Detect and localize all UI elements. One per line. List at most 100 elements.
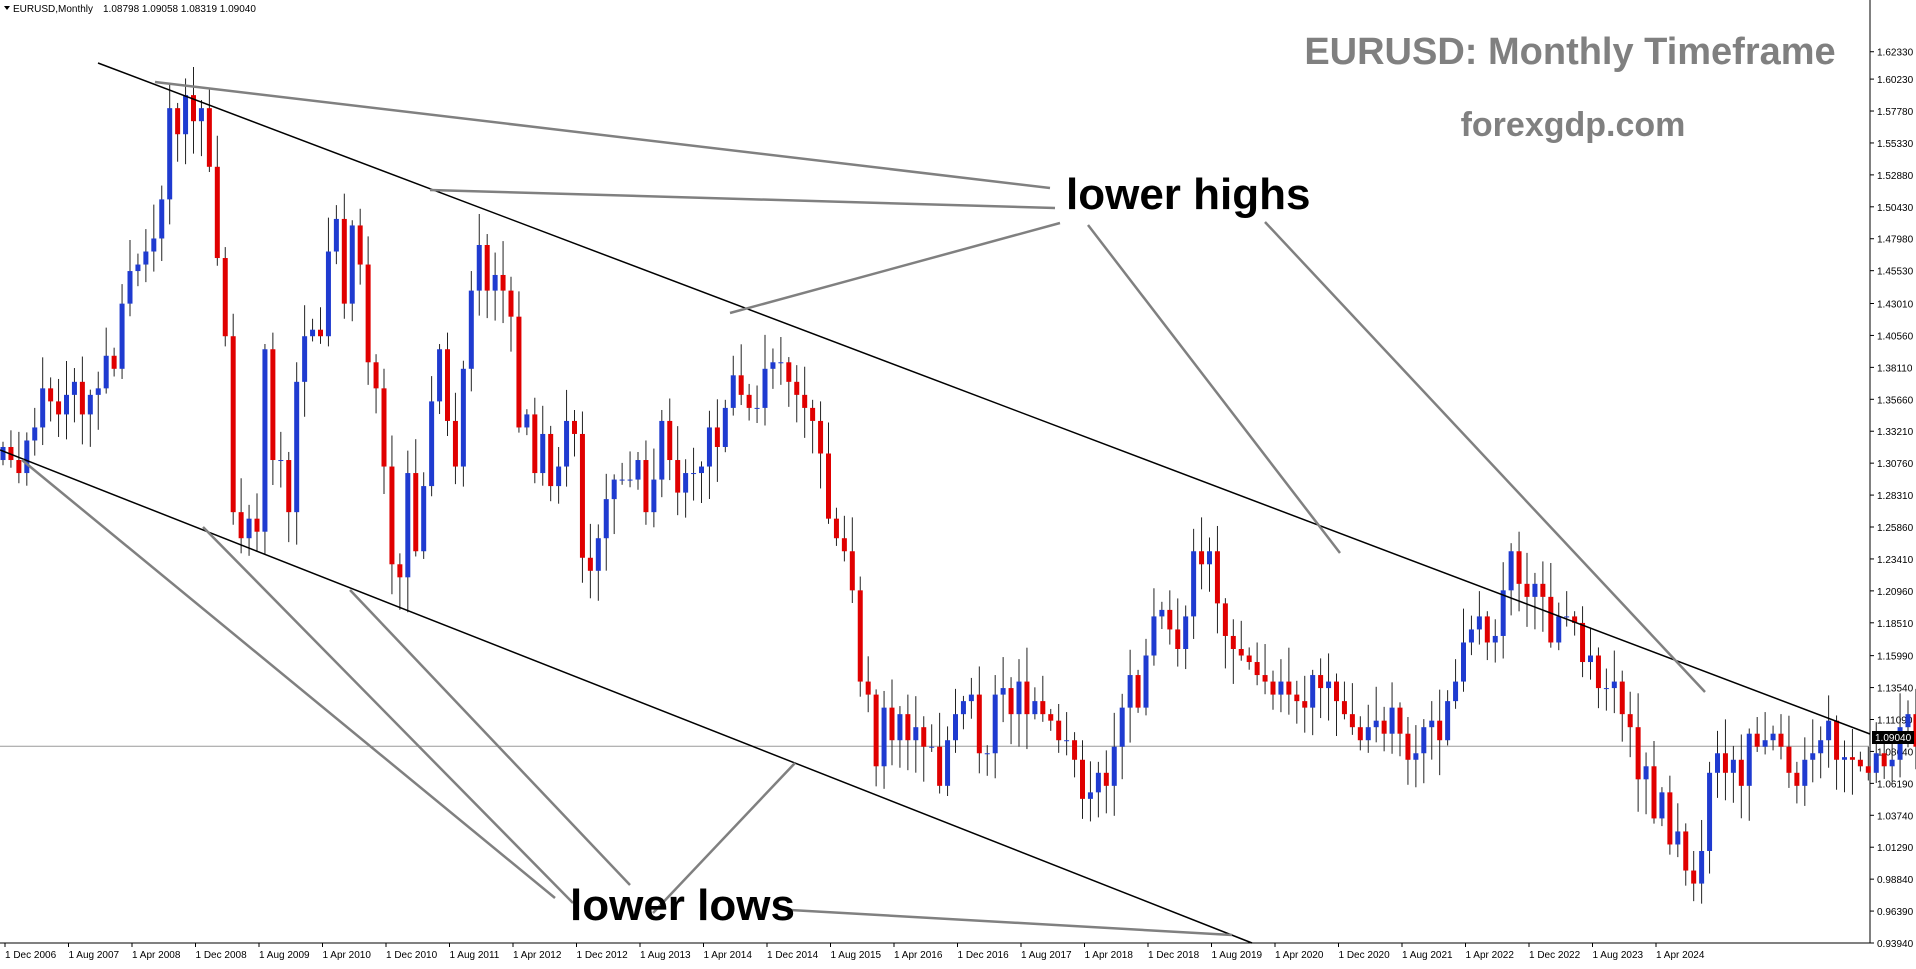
candle-body xyxy=(691,473,696,474)
candle-body xyxy=(651,480,656,513)
candle-body xyxy=(477,245,482,291)
candle-body xyxy=(945,740,950,786)
candle-body xyxy=(1715,753,1720,773)
y-tick-label: 1.15990 xyxy=(1877,652,1914,663)
candle-body xyxy=(167,108,172,199)
y-tick-label: 1.55330 xyxy=(1877,139,1914,150)
candle-body xyxy=(770,362,775,369)
y-tick-label: 1.47980 xyxy=(1877,235,1914,246)
candle-body xyxy=(620,480,625,481)
x-tick-label: 1 Dec 2018 xyxy=(1148,950,1200,961)
y-tick-label: 0.98840 xyxy=(1877,875,1914,886)
y-tick-label: 1.23410 xyxy=(1877,555,1914,566)
candle-body xyxy=(1580,623,1585,662)
candle-body xyxy=(1786,747,1791,773)
candle-body xyxy=(1374,721,1379,728)
candle-body xyxy=(64,395,69,415)
x-tick-label: 1 Aug 2007 xyxy=(69,950,120,961)
candle-body xyxy=(493,275,498,291)
candle-body xyxy=(755,408,760,409)
y-tick-label: 1.20960 xyxy=(1877,587,1914,598)
y-tick-label: 0.96390 xyxy=(1877,907,1914,918)
candle-body xyxy=(128,271,133,304)
candle-body xyxy=(453,421,458,467)
candle-body xyxy=(405,473,410,577)
candle-body xyxy=(1048,714,1053,721)
candle-body xyxy=(874,695,879,767)
x-tick-label: 1 Dec 2006 xyxy=(5,950,57,961)
candle-body xyxy=(921,727,926,747)
x-tick-label: 1 Dec 2020 xyxy=(1339,950,1391,961)
candle-body xyxy=(588,558,593,571)
candle-body xyxy=(905,714,910,740)
candle-body xyxy=(413,473,418,551)
candle-body xyxy=(897,714,902,740)
y-tick-label: 1.01290 xyxy=(1877,843,1914,854)
candle-body xyxy=(1501,590,1506,636)
x-tick-label: 1 Dec 2022 xyxy=(1529,950,1581,961)
candle-body xyxy=(1263,675,1268,682)
candle-body xyxy=(199,108,204,121)
candle-body xyxy=(175,108,180,134)
candle-body xyxy=(1231,636,1236,649)
y-tick-label: 1.57780 xyxy=(1877,107,1914,118)
candle-body xyxy=(866,682,871,695)
candle-body xyxy=(159,199,164,238)
candle-body xyxy=(1191,551,1196,616)
candle-body xyxy=(1239,649,1244,656)
candle-body xyxy=(270,349,275,460)
candle-body xyxy=(564,421,569,467)
ohlc-label: 1.08798 1.09058 1.08319 1.09040 xyxy=(103,4,256,15)
candle-body xyxy=(1437,721,1442,741)
candle-body xyxy=(1294,695,1299,702)
candle-body xyxy=(1906,714,1911,727)
x-tick-label: 1 Apr 2008 xyxy=(132,950,181,961)
candle-body xyxy=(580,434,585,558)
candle-body xyxy=(1850,757,1855,760)
candle-body xyxy=(1024,682,1029,715)
y-tick-label: 1.30760 xyxy=(1877,459,1914,470)
candle-body xyxy=(1421,727,1426,753)
candle-body xyxy=(437,349,442,401)
y-tick-label: 1.38110 xyxy=(1877,363,1913,374)
candle-body xyxy=(1136,675,1141,708)
candle-body xyxy=(1199,551,1204,564)
y-tick-label: 1.13540 xyxy=(1877,684,1914,695)
website-label: forexgdp.com xyxy=(1461,106,1686,144)
candle-body xyxy=(739,375,744,395)
candle-body xyxy=(1493,636,1498,643)
candle-body xyxy=(572,421,577,434)
candle-body xyxy=(1413,753,1418,760)
candle-body xyxy=(1667,792,1672,844)
y-tick-label: 1.28310 xyxy=(1877,491,1914,502)
candle-body xyxy=(1675,831,1680,844)
candle-body xyxy=(1271,682,1276,695)
candle-body xyxy=(778,362,783,363)
x-tick-label: 1 Aug 2009 xyxy=(259,950,310,961)
candle-body xyxy=(1707,773,1712,851)
candle-body xyxy=(1874,753,1879,773)
candle-body xyxy=(1596,656,1601,689)
y-tick-label: 1.06190 xyxy=(1877,779,1914,790)
candle-body xyxy=(628,480,633,481)
candle-body xyxy=(540,434,545,473)
candle-body xyxy=(32,427,37,440)
candle-body xyxy=(1525,584,1530,597)
candle-body xyxy=(842,538,847,551)
candle-body xyxy=(826,454,831,519)
x-tick-label: 1 Aug 2011 xyxy=(450,950,500,961)
candle-body xyxy=(818,421,823,454)
candle-body xyxy=(1064,740,1069,741)
candle-body xyxy=(485,245,490,291)
candle-body xyxy=(1802,760,1807,786)
candle-body xyxy=(786,362,791,382)
candle-body xyxy=(151,238,156,251)
candle-body xyxy=(1556,616,1561,642)
x-tick-label: 1 Apr 2014 xyxy=(704,950,753,961)
candle-body xyxy=(1652,766,1657,818)
candle-body xyxy=(1302,701,1307,708)
candle-body xyxy=(310,330,315,337)
candle-body xyxy=(1286,682,1291,695)
